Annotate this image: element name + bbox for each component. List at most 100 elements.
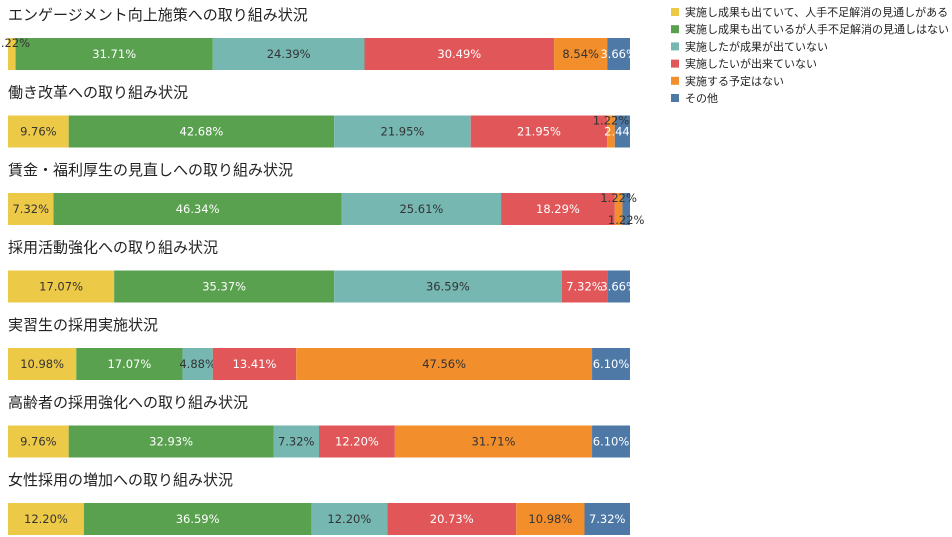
segment-label: 30.49% (437, 47, 481, 61)
segment-label: 12.20% (335, 435, 379, 449)
segment-label: 2.44% (604, 125, 641, 139)
bar-segment (8, 193, 54, 225)
bar-segment (516, 503, 585, 535)
bar-segment (607, 38, 630, 70)
chart-row: 実習生の採用実施状況 10.98% 17.07% 4.88% 13.41% 47.56% 6… (8, 316, 630, 380)
row-title: 働き改革への取り組み状況 (8, 84, 188, 102)
bar-segment (622, 193, 630, 225)
segment-label: 1.22% (600, 191, 637, 205)
legend-item: 実施し成果も出ていて、人手不足解消の見通しがある (671, 5, 948, 19)
segment-label: 12.20% (327, 512, 371, 526)
bar-segment (584, 503, 630, 535)
bar-segment (592, 348, 630, 380)
bar-segment (114, 270, 335, 303)
legend-label: 実施したいが出来ていない (685, 57, 817, 71)
segment-label: 32.93% (149, 435, 193, 449)
bar-segment (334, 115, 471, 148)
segment-label: 31.71% (92, 47, 136, 61)
segment-label: 7.32% (12, 202, 49, 216)
bar-segment (394, 425, 593, 458)
bar-segment (273, 425, 319, 458)
segment-label: 21.95% (381, 125, 425, 139)
segment-label: 36.59% (426, 280, 470, 294)
segment-label: 31.71% (472, 435, 516, 449)
chart-row: 賃金・福利厚生の見直しへの取り組み状況 7.32% 46.34% 25.61% 18.2… (8, 161, 645, 227)
segment-label: 35.37% (202, 280, 246, 294)
segment-label: 3.66% (600, 280, 637, 294)
bar-segment (319, 425, 395, 458)
legend-label: 実施し成果も出ているが人手不足解消の見通しはない (685, 22, 949, 36)
legend-swatch (671, 25, 679, 34)
chart-row: 女性採用の増加への取り組み状況 12.20% 36.59% 12.20% 20.73% 1… (8, 471, 630, 535)
bar-segment (334, 270, 562, 303)
chart-row: 採用活動強化への取り組み状況 17.07% 35.37% 36.59% 7.32%3.6… (8, 239, 637, 303)
segment-label: 6.10% (593, 435, 630, 449)
legend-swatch (671, 94, 679, 102)
legend-item: 実施し成果も出ているが人手不足解消の見通しはない (671, 22, 949, 36)
bar-segment (212, 38, 365, 70)
legend-swatch (671, 42, 679, 51)
row-title: 採用活動強化への取り組み状況 (8, 239, 218, 257)
segment-label: 7.32% (589, 512, 626, 526)
segment-label: 1.22% (608, 213, 645, 227)
segment-label: 1.22% (593, 114, 630, 128)
bar-segment (83, 503, 312, 535)
legend-label: 実施したが成果が出ていない (685, 39, 828, 53)
segment-label: 13.41% (233, 357, 277, 371)
bar-segment (8, 425, 69, 458)
row-title: 高齢者の採用強化への取り組み状況 (8, 394, 248, 412)
bar-segment (341, 193, 502, 225)
legend-item: 実施する予定はない (671, 74, 784, 88)
segment-label: 42.68% (180, 125, 224, 139)
row-title: 賃金・福利厚生の見直しへの取り組み状況 (8, 161, 293, 179)
bar-segment (68, 115, 335, 148)
bar-segment (53, 193, 342, 225)
segment-label: 17.07% (107, 357, 151, 371)
bar-segment (8, 38, 16, 70)
segment-label: 6.10% (593, 357, 630, 371)
bar-segment (614, 115, 630, 148)
chart-row: エンゲージメント向上施策への取り組み状況 31.71% 24.39% 30.49% 8.… (0, 6, 637, 70)
bar-segment (554, 38, 608, 70)
legend-label: その他 (685, 92, 718, 105)
segment-label: 3.66% (600, 47, 637, 61)
legend-swatch (671, 59, 679, 68)
bar-segment (296, 348, 593, 380)
segment-label: 7.32% (566, 280, 603, 294)
legend-label: 実施し成果も出ていて、人手不足解消の見通しがある (685, 5, 948, 19)
segment-label: 9.76% (20, 435, 57, 449)
segment-label: 10.98% (528, 512, 572, 526)
chart-legend: 実施し成果も出ていて、人手不足解消の見通しがある実施し成果も出ているが人手不足解… (671, 5, 949, 105)
segment-label: 25.61% (399, 202, 443, 216)
chart-row: 高齢者の採用強化への取り組み状況 9.76% 32.93% 7.32% 12.20% 31… (8, 394, 630, 458)
row-title: エンゲージメント向上施策への取り組み状況 (8, 6, 308, 24)
bar-segment (561, 270, 608, 303)
legend-item: その他 (671, 92, 718, 105)
bar-segment (607, 115, 615, 148)
bar-segment (592, 425, 630, 458)
bar-segment (182, 348, 213, 380)
legend-item: 実施したいが出来ていない (671, 57, 817, 71)
bar-segment (311, 503, 388, 535)
segment-label: 9.76% (20, 125, 57, 139)
bar-segment (614, 193, 623, 225)
bar-segment (8, 270, 115, 303)
bar-segment (8, 348, 77, 380)
segment-label: 18.29% (536, 202, 580, 216)
segment-label: 20.73% (430, 512, 474, 526)
chart-row: 働き改革への取り組み状況 9.76% 42.68% 21.95% 21.95% 2.44%… (8, 84, 641, 148)
segment-label: 21.95% (517, 125, 561, 139)
legend-label: 実施する予定はない (685, 74, 784, 88)
segment-label: 4.88% (179, 357, 216, 371)
segment-label: 10.98% (20, 357, 64, 371)
segment-label: 24.39% (267, 47, 311, 61)
segment-label: 17.07% (39, 280, 83, 294)
segment-label: 7.32% (278, 435, 315, 449)
chart-rows: エンゲージメント向上施策への取り組み状況 31.71% 24.39% 30.49% 8.… (0, 6, 645, 535)
row-title: 女性採用の増加への取り組み状況 (8, 471, 233, 489)
bar-segment (8, 503, 84, 535)
segment-label: 1.22% (0, 36, 30, 50)
bar-segment (607, 270, 630, 303)
legend-swatch (671, 8, 679, 16)
